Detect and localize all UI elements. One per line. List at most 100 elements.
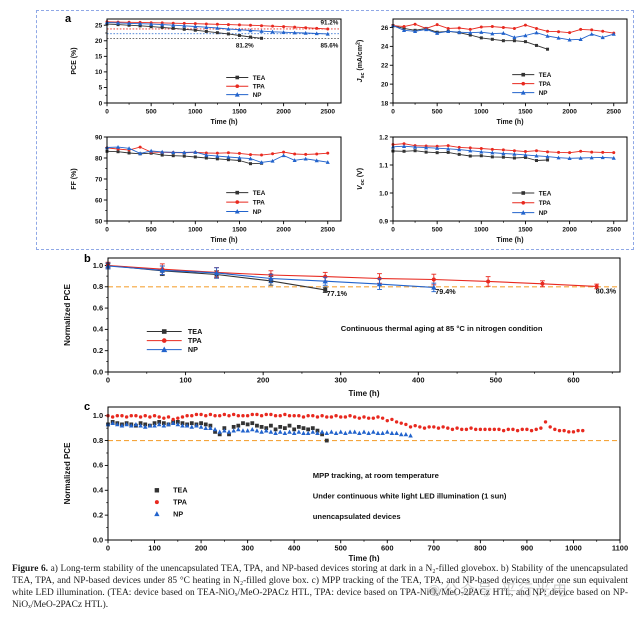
svg-text:24: 24 — [381, 44, 389, 51]
svg-text:300: 300 — [334, 376, 347, 385]
svg-text:NP: NP — [539, 210, 548, 217]
svg-text:85.6%: 85.6% — [320, 43, 338, 50]
panel-a-frame: a 0 500 1000 1500 2000 2500 0 5 10 15 20 25 TEA TPA NP… — [36, 10, 634, 250]
svg-text:Under continuous white light L: Under continuous white light LED illumin… — [313, 491, 507, 500]
svg-text:1.0: 1.0 — [379, 190, 388, 197]
svg-text:PCE (%): PCE (%) — [71, 47, 78, 74]
svg-text:91.2%: 91.2% — [320, 20, 338, 27]
svg-text:20: 20 — [381, 81, 389, 88]
svg-text:TEA: TEA — [539, 190, 552, 197]
svg-text:0.0: 0.0 — [93, 367, 103, 376]
svg-text:TEA: TEA — [173, 486, 187, 495]
svg-text:0.8: 0.8 — [93, 282, 103, 291]
svg-text:200: 200 — [257, 376, 270, 385]
svg-text:MPP tracking, at room temperat: MPP tracking, at room temperature — [313, 471, 439, 480]
svg-text:70: 70 — [95, 176, 103, 183]
svg-text:Time (h): Time (h) — [349, 389, 380, 398]
svg-text:500: 500 — [432, 227, 443, 234]
svg-text:1500: 1500 — [232, 227, 247, 234]
svg-text:1000: 1000 — [565, 544, 582, 553]
chart-jsc-vs-time: 0 500 1000 1500 2000 2500 18 20 22 24 26 TEA TPA NP Ti… — [349, 15, 633, 131]
svg-text:700: 700 — [428, 544, 441, 553]
svg-text:600: 600 — [567, 376, 580, 385]
svg-text:1.0: 1.0 — [93, 411, 103, 420]
svg-text:1.0: 1.0 — [93, 261, 103, 270]
svg-text:50: 50 — [95, 218, 103, 225]
svg-text:1500: 1500 — [518, 227, 533, 234]
svg-text:2500: 2500 — [321, 227, 336, 234]
chart-pce-vs-time: 0 500 1000 1500 2000 2500 0 5 10 15 20 25 TEA TPA NP 91… — [63, 15, 347, 131]
svg-text:600: 600 — [381, 544, 394, 553]
svg-text:Continuous thermal aging at 85: Continuous thermal aging at 85 °C in nit… — [341, 324, 543, 333]
svg-text:100: 100 — [179, 376, 192, 385]
svg-text:5: 5 — [99, 85, 103, 92]
svg-text:Normalized PCE: Normalized PCE — [63, 283, 72, 345]
svg-text:0.4: 0.4 — [93, 486, 104, 495]
svg-text:0: 0 — [106, 544, 110, 553]
svg-text:900: 900 — [521, 544, 534, 553]
svg-text:500: 500 — [334, 544, 347, 553]
svg-text:15: 15 — [95, 54, 103, 61]
svg-text:90: 90 — [95, 134, 103, 141]
svg-text:1.1: 1.1 — [379, 162, 388, 169]
svg-text:800: 800 — [474, 544, 487, 553]
svg-text:TPA: TPA — [539, 200, 552, 207]
svg-text:80: 80 — [95, 155, 103, 162]
svg-text:77.1%: 77.1% — [327, 289, 348, 298]
chart-ff-vs-time: 0 500 1000 1500 2000 2500 50 60 70 80 90 TEA TPA NP Ti… — [63, 133, 347, 249]
svg-text:2500: 2500 — [321, 109, 336, 116]
svg-text:0: 0 — [106, 376, 110, 385]
watermark-logo-icon: ◉ — [428, 581, 441, 597]
svg-text:500: 500 — [490, 376, 503, 385]
svg-text:TEA: TEA — [253, 75, 266, 82]
svg-text:79.4%: 79.4% — [435, 287, 456, 296]
svg-text:1000: 1000 — [188, 227, 203, 234]
svg-text:1000: 1000 — [474, 227, 489, 234]
svg-text:0.4: 0.4 — [93, 325, 104, 334]
svg-text:NP: NP — [173, 509, 183, 518]
svg-text:FF (%): FF (%) — [71, 168, 78, 189]
svg-text:2000: 2000 — [276, 227, 291, 234]
svg-text:NP: NP — [253, 92, 262, 99]
svg-text:400: 400 — [412, 376, 425, 385]
svg-text:0.9: 0.9 — [379, 218, 388, 225]
panel-label-b: b — [84, 253, 91, 265]
svg-text:Time (h): Time (h) — [496, 237, 523, 244]
svg-text:81.2%: 81.2% — [236, 43, 254, 50]
chart-thermal-aging: 0 100 200 300 400 500 600 0.0 0.2 0.4 0.6 0.8 1.0 TEA… — [46, 252, 634, 402]
svg-text:2500: 2500 — [607, 227, 622, 234]
svg-text:2000: 2000 — [562, 227, 577, 234]
svg-text:Time (h): Time (h) — [349, 554, 380, 562]
svg-text:1100: 1100 — [612, 544, 628, 553]
svg-text:NP: NP — [188, 345, 198, 354]
svg-text:1000: 1000 — [474, 109, 489, 116]
caption-label: Figure 6. — [12, 564, 49, 574]
svg-text:0: 0 — [99, 100, 103, 107]
svg-text:26: 26 — [381, 25, 389, 32]
svg-text:0.2: 0.2 — [93, 346, 103, 355]
svg-text:22: 22 — [381, 63, 389, 70]
svg-text:TEA: TEA — [188, 327, 202, 336]
svg-text:300: 300 — [241, 544, 254, 553]
svg-text:0.2: 0.2 — [93, 510, 103, 519]
watermark-text: 公众号·平行光电 — [443, 582, 570, 599]
svg-text:18: 18 — [381, 100, 389, 107]
svg-text:Time (h): Time (h) — [496, 119, 523, 126]
svg-text:1.2: 1.2 — [379, 134, 388, 141]
panel-label-c: c — [84, 401, 91, 413]
chart-mpp-tracking: 0 100 200 300 400 500 600 700 800 900 1000 1100 0.0 0… — [46, 402, 634, 562]
svg-text:80.3%: 80.3% — [596, 287, 617, 296]
svg-text:NP: NP — [253, 209, 262, 216]
svg-text:TPA: TPA — [173, 497, 187, 506]
svg-text:TPA: TPA — [253, 84, 266, 91]
svg-text:2000: 2000 — [276, 109, 291, 116]
svg-text:60: 60 — [95, 197, 103, 204]
svg-text:0.8: 0.8 — [93, 436, 103, 445]
svg-text:0.0: 0.0 — [93, 535, 103, 544]
caption-text: a) Long-term stability of the unencapsul… — [12, 564, 628, 611]
svg-text:Time (h): Time (h) — [210, 237, 237, 244]
svg-text:500: 500 — [146, 227, 157, 234]
svg-text:1000: 1000 — [188, 109, 203, 116]
svg-text:10: 10 — [95, 69, 103, 76]
svg-text:TEA: TEA — [539, 72, 552, 79]
